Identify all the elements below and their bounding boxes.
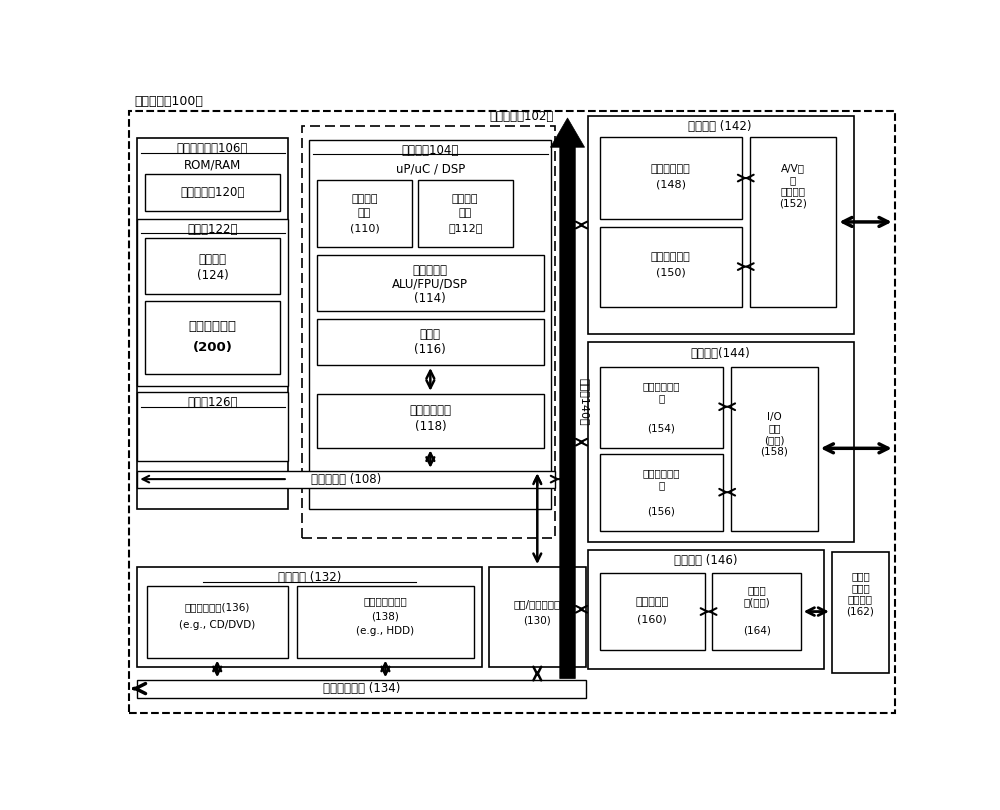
Bar <box>302 126 555 538</box>
Bar <box>137 567 482 667</box>
Bar <box>297 586 474 658</box>
Text: 总线/接口控制器: 总线/接口控制器 <box>514 599 561 609</box>
Text: (156): (156) <box>647 506 675 517</box>
Bar <box>145 174 280 211</box>
Text: 系统存储器（106）: 系统存储器（106） <box>177 143 248 156</box>
Text: (154): (154) <box>647 424 675 433</box>
Bar <box>731 367 818 531</box>
Text: 可移除储存器(136): 可移除储存器(136) <box>185 602 250 612</box>
Bar <box>137 471 555 488</box>
Bar <box>309 139 551 509</box>
Text: 存储器总线 (108): 存储器总线 (108) <box>311 472 381 486</box>
Text: 处理器（104）: 处理器（104） <box>402 144 459 157</box>
Text: 存储器控制器: 存储器控制器 <box>409 404 451 417</box>
Bar <box>317 319 544 365</box>
Bar <box>600 573 705 650</box>
Text: 音频处理单元: 音频处理单元 <box>651 252 690 262</box>
Text: 图像分类装置: 图像分类装置 <box>189 320 237 333</box>
Text: (160): (160) <box>637 614 667 625</box>
Bar <box>137 392 288 461</box>
Bar <box>137 219 288 386</box>
Bar <box>147 586 288 658</box>
Bar <box>588 342 854 542</box>
Text: (e.g., CD/DVD): (e.g., CD/DVD) <box>179 620 255 629</box>
Text: uP/uC / DSP: uP/uC / DSP <box>396 162 465 175</box>
Text: (124): (124) <box>197 270 228 283</box>
Text: 总线（140）: 总线（140） <box>580 377 590 425</box>
Bar <box>317 255 544 311</box>
Text: (130): (130) <box>523 616 551 626</box>
Bar <box>145 238 280 293</box>
Bar <box>317 181 412 247</box>
Text: 并行接口控制
器: 并行接口控制 器 <box>643 468 680 490</box>
Text: 图像处理单元: 图像处理单元 <box>651 164 690 174</box>
Text: 通信端
口(多个): 通信端 口(多个) <box>743 586 770 607</box>
Bar <box>750 137 836 307</box>
Bar <box>600 227 742 307</box>
Text: 输出设备 (142): 输出设备 (142) <box>688 120 752 133</box>
Bar <box>588 550 824 669</box>
Bar <box>600 137 742 219</box>
Text: (150): (150) <box>656 268 685 278</box>
Text: 寄存器: 寄存器 <box>420 328 441 341</box>
Text: 数据（126）: 数据（126） <box>187 396 238 409</box>
Text: 基本配置（102）: 基本配置（102） <box>489 110 554 123</box>
Text: (138): (138) <box>371 612 399 621</box>
Text: (116): (116) <box>414 343 446 356</box>
Text: (118): (118) <box>415 420 446 433</box>
Bar <box>418 181 512 247</box>
Text: 二级高速: 二级高速 <box>452 194 478 204</box>
Text: （112）: （112） <box>448 223 482 233</box>
Bar <box>600 454 723 531</box>
Bar <box>712 573 801 650</box>
Text: 应用（122）: 应用（122） <box>187 223 238 237</box>
Text: (110): (110) <box>350 223 379 233</box>
Text: I/O
端口
(多个)
(158): I/O 端口 (多个) (158) <box>761 412 788 457</box>
Text: 不可移除储存器: 不可移除储存器 <box>364 596 407 607</box>
Text: ALU/FPU/DSP: ALU/FPU/DSP <box>392 278 468 291</box>
Text: (114): (114) <box>414 292 446 305</box>
Text: 通信设备 (146): 通信设备 (146) <box>674 554 737 567</box>
Text: 处理器核心: 处理器核心 <box>413 264 448 277</box>
Polygon shape <box>550 118 585 679</box>
Bar <box>600 367 723 448</box>
Text: A/V端
口
（多个）
(152): A/V端 口 （多个） (152) <box>779 164 807 208</box>
Text: 其他应用: 其他应用 <box>199 254 227 266</box>
Text: (148): (148) <box>656 180 686 190</box>
Text: 网络控制器: 网络控制器 <box>635 596 669 607</box>
Text: 串行接口控制
器: 串行接口控制 器 <box>643 382 680 403</box>
Text: 计算设备（100）: 计算设备（100） <box>134 95 203 108</box>
Text: 储存接口总线 (134): 储存接口总线 (134) <box>323 682 400 695</box>
Text: ROM/RAM: ROM/RAM <box>184 159 241 172</box>
Text: (200): (200) <box>193 341 233 354</box>
Text: 其他计
算设备
（多个）
(162): 其他计 算设备 （多个） (162) <box>847 571 874 616</box>
Bar <box>137 138 288 509</box>
Text: 缓存: 缓存 <box>358 207 371 218</box>
Text: (e.g., HDD): (e.g., HDD) <box>356 626 414 636</box>
Text: 外设接口(144): 外设接口(144) <box>690 347 750 360</box>
Bar <box>832 552 889 673</box>
Bar <box>588 116 854 335</box>
Text: 操作系统（120）: 操作系统（120） <box>180 186 245 199</box>
Text: 缓存: 缓存 <box>459 207 472 218</box>
Bar <box>145 301 280 374</box>
Bar <box>489 567 586 667</box>
Bar <box>317 394 544 448</box>
Text: (164): (164) <box>743 625 771 635</box>
Bar <box>137 680 586 697</box>
Text: 一级高速: 一级高速 <box>351 194 378 204</box>
Text: 储存设备 (132): 储存设备 (132) <box>278 571 341 584</box>
